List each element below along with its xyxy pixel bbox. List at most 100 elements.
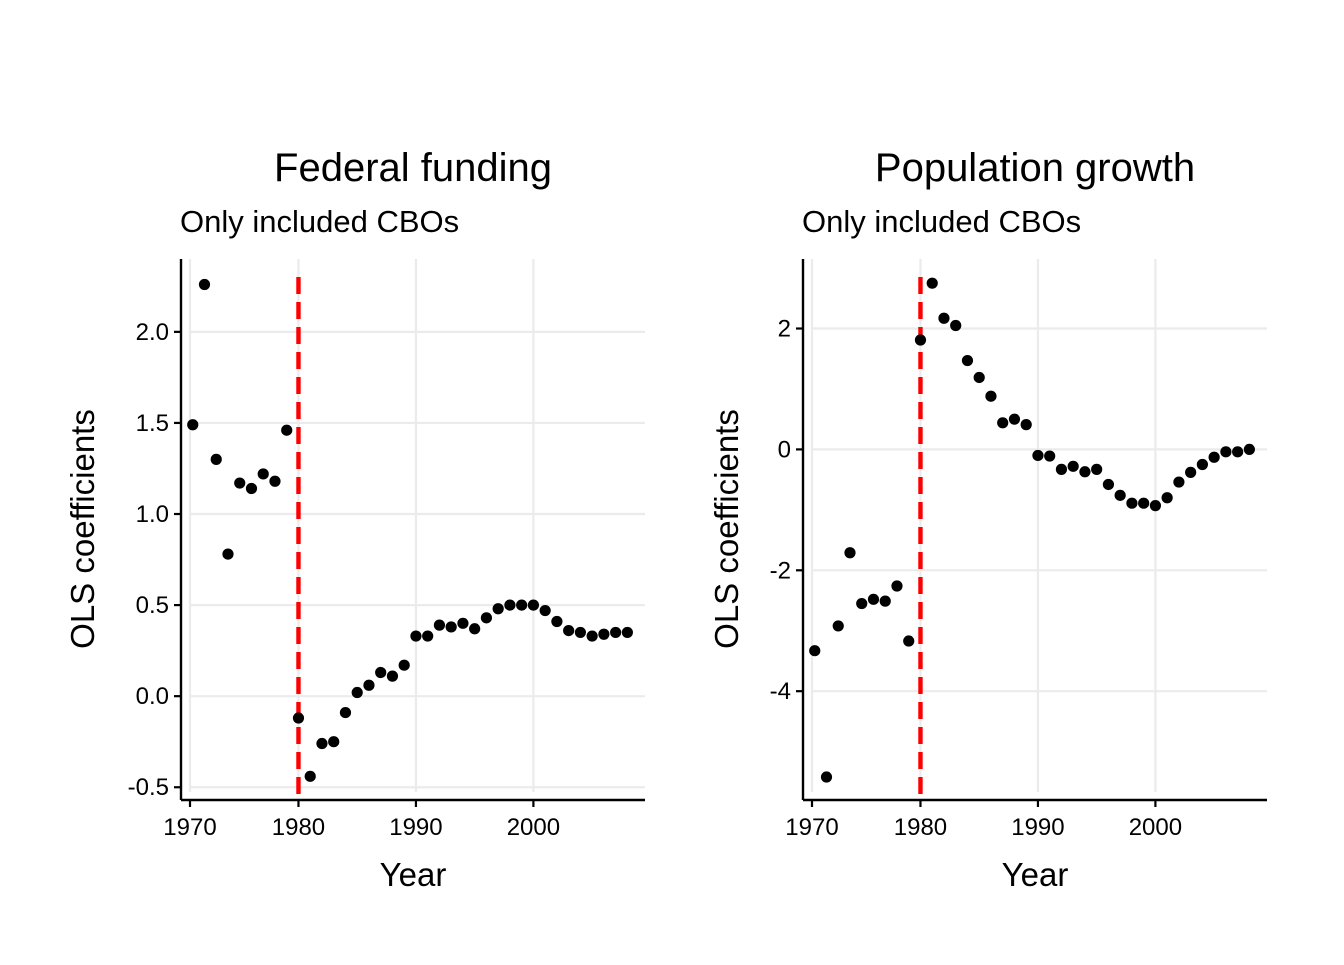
data-point xyxy=(610,626,622,639)
data-point xyxy=(856,597,868,610)
y-tick-label: 1.0 xyxy=(136,501,169,528)
data-point xyxy=(1243,443,1255,456)
data-point xyxy=(504,599,516,611)
data-point xyxy=(1102,478,1115,491)
data-point xyxy=(1079,466,1091,478)
data-point xyxy=(997,417,1009,429)
panel-population-growth: -4 -2 0 2 1970 1980 1990 2000 Population growth… xyxy=(708,146,1267,893)
data-point xyxy=(304,770,316,782)
grid-layer xyxy=(810,259,1267,792)
panel-federal-funding: -0.5 0.0 0.5 1.0 1.5 2.0 1970 1980 1990 2000 Fede… xyxy=(64,146,645,893)
y-tick-label: -0.5 xyxy=(128,774,169,801)
data-point xyxy=(1208,451,1220,463)
data-point xyxy=(410,630,422,642)
data-point xyxy=(903,635,915,647)
data-point xyxy=(1196,458,1208,471)
data-point xyxy=(844,547,856,559)
data-point xyxy=(1032,449,1044,462)
data-point xyxy=(1161,492,1173,504)
data-point xyxy=(1185,466,1197,478)
y-tick-label: 2 xyxy=(778,316,791,343)
data-point xyxy=(445,621,457,633)
data-point xyxy=(621,626,633,639)
y-tick-label: -4 xyxy=(770,678,791,705)
data-point xyxy=(867,593,880,605)
data-point xyxy=(469,623,481,635)
data-point xyxy=(914,334,927,346)
y-axis-title: OLS coefficients xyxy=(64,409,101,649)
data-point xyxy=(973,371,985,384)
data-point xyxy=(1126,497,1138,509)
chart-subtitle: Only included CBOs xyxy=(180,204,459,239)
data-point xyxy=(1091,463,1103,475)
chart-title: Population growth xyxy=(875,146,1195,190)
data-point xyxy=(222,548,234,560)
data-point xyxy=(351,686,363,699)
tick-label-layer: -0.5 0.0 0.5 1.0 1.5 2.0 1970 1980 1990 2000 xyxy=(128,319,560,841)
x-tick-label: 1990 xyxy=(1011,814,1064,841)
x-tick-label: 1980 xyxy=(894,814,947,841)
data-point xyxy=(961,354,974,367)
x-tick-label: 1990 xyxy=(389,814,442,841)
data-point xyxy=(1055,463,1068,475)
points-layer xyxy=(809,277,1255,783)
data-point xyxy=(422,630,434,642)
data-point xyxy=(1173,476,1185,488)
data-point xyxy=(1008,413,1021,425)
data-point xyxy=(292,712,305,724)
data-point xyxy=(187,419,199,431)
data-point xyxy=(480,612,493,624)
data-point xyxy=(516,599,528,611)
data-point xyxy=(492,603,504,615)
data-point xyxy=(339,706,352,719)
axis-layer xyxy=(174,259,645,807)
data-point xyxy=(586,630,598,642)
data-point xyxy=(375,666,387,679)
grid-layer xyxy=(188,259,645,792)
data-point xyxy=(257,468,269,480)
data-point xyxy=(198,278,211,291)
data-point xyxy=(398,659,410,671)
data-point xyxy=(950,319,962,332)
x-axis-title: Year xyxy=(380,856,447,893)
data-point xyxy=(281,424,293,436)
chart-subtitle: Only included CBOs xyxy=(802,204,1081,239)
x-tick-label: 1970 xyxy=(785,814,838,841)
data-point xyxy=(210,453,222,465)
axis-layer xyxy=(796,259,1267,807)
y-tick-label: 0.5 xyxy=(136,592,169,619)
data-point xyxy=(879,595,891,607)
x-tick-label: 2000 xyxy=(1129,814,1182,841)
data-point xyxy=(245,482,258,495)
chart-title: Federal funding xyxy=(274,146,552,190)
data-point xyxy=(363,679,375,691)
data-point xyxy=(328,736,340,748)
x-tick-label: 1980 xyxy=(272,814,325,841)
data-point xyxy=(832,620,844,632)
x-axis-title: Year xyxy=(1002,856,1069,893)
data-point xyxy=(598,628,610,640)
data-point xyxy=(1220,446,1232,458)
y-tick-label: 0.0 xyxy=(136,683,169,710)
x-tick-label: 2000 xyxy=(507,814,560,841)
data-point xyxy=(1114,489,1126,501)
data-point xyxy=(938,312,950,324)
data-point xyxy=(316,737,328,750)
data-point xyxy=(1232,446,1244,458)
y-axis-title: OLS coefficients xyxy=(708,409,745,649)
data-point xyxy=(1067,460,1079,472)
y-tick-label: 0 xyxy=(778,436,791,463)
data-point xyxy=(551,615,563,628)
y-tick-label: 2.0 xyxy=(136,319,169,346)
x-tick-label: 1970 xyxy=(163,814,216,841)
tick-label-layer: -4 -2 0 2 1970 1980 1990 2000 xyxy=(770,316,1182,841)
data-point xyxy=(386,670,399,682)
points-layer xyxy=(187,278,633,782)
data-point xyxy=(809,645,821,657)
data-point xyxy=(1044,450,1056,462)
data-point xyxy=(563,624,575,637)
y-tick-label: -2 xyxy=(770,557,791,584)
data-point xyxy=(527,599,540,611)
